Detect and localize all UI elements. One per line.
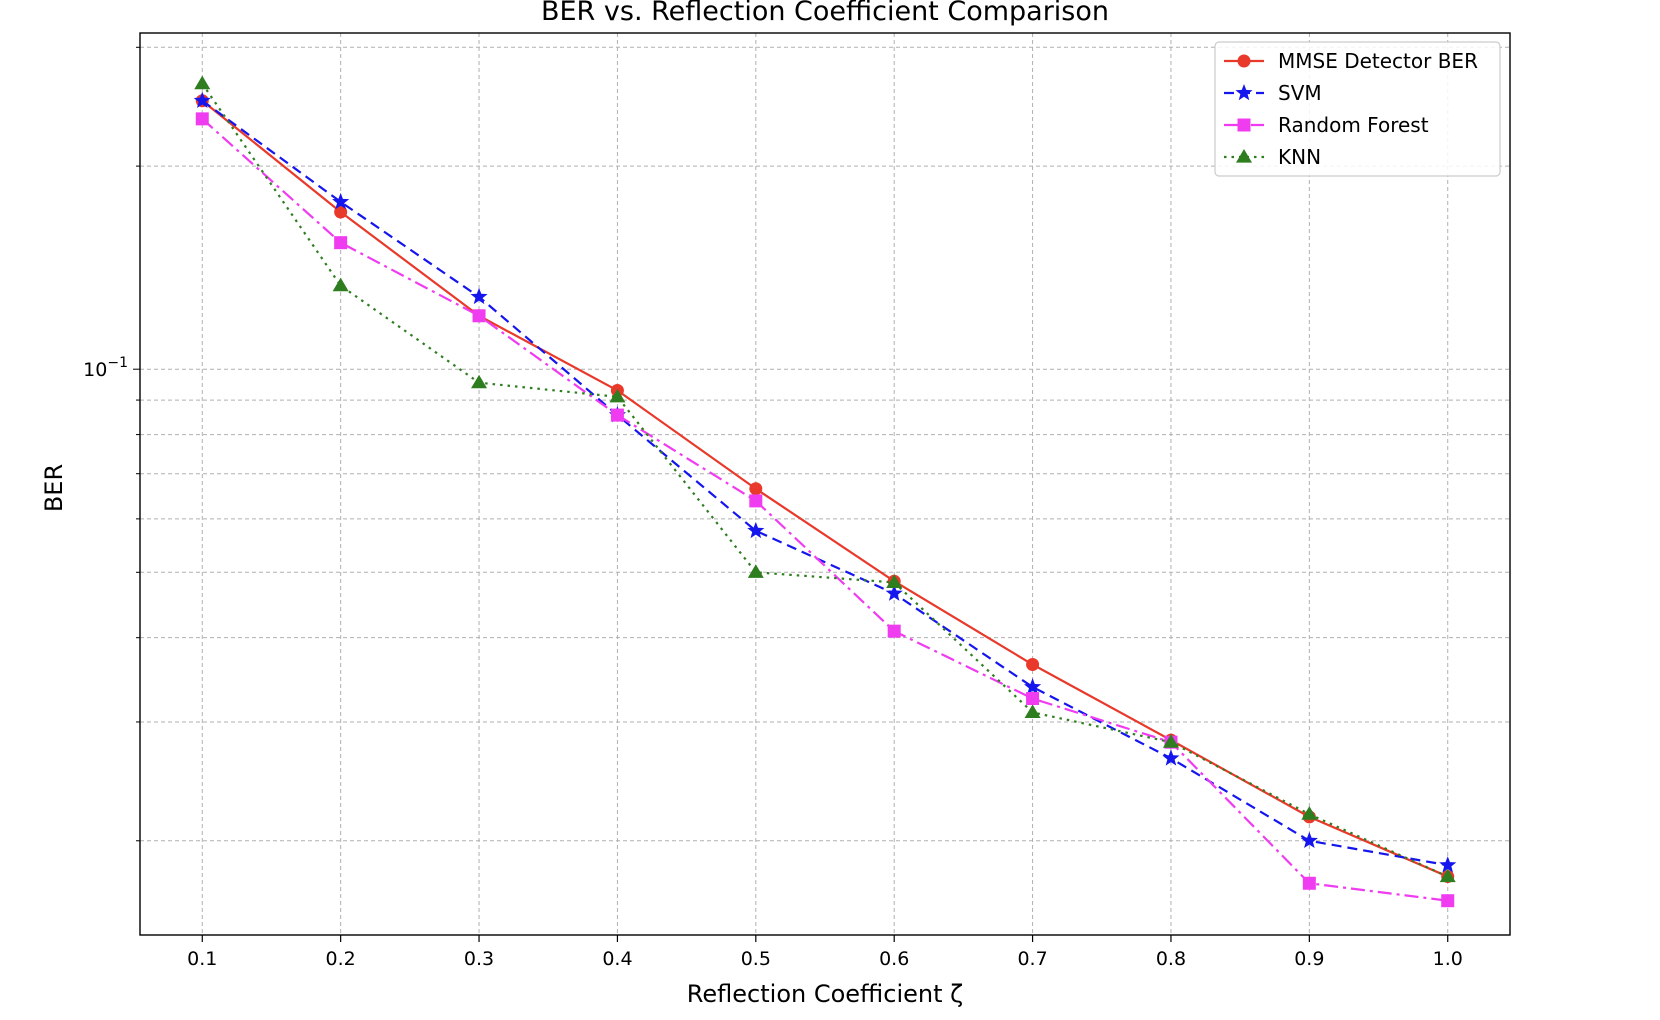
series-line-svm	[201, 99, 1448, 867]
data-point-knn	[1439, 868, 1456, 883]
series-random-forest	[195, 112, 1455, 908]
series-layer	[193, 75, 1457, 908]
x-tick-label: 0.7	[1017, 948, 1047, 970]
series-line-random-forest	[201, 118, 1448, 902]
data-point-svm	[747, 521, 765, 539]
data-point-random-forest	[1441, 894, 1455, 908]
series-svm	[193, 91, 1457, 873]
data-point-knn	[747, 564, 764, 578]
legend-marker-mmse-detector-ber	[1237, 54, 1251, 68]
data-point-random-forest	[334, 236, 348, 250]
x-tick-label: 0.5	[741, 948, 771, 970]
data-point-knn	[194, 75, 211, 90]
series-line-knn	[201, 83, 1449, 878]
legend-box	[1214, 41, 1501, 177]
x-tick-label: 0.4	[602, 948, 632, 970]
plot-area-frame	[139, 32, 1511, 936]
legend-marker-random-forest	[1237, 118, 1251, 132]
x-tick-label: 0.2	[326, 948, 356, 970]
data-point-random-forest	[1026, 692, 1040, 706]
legend-label-knn: KNN	[1278, 145, 1321, 169]
x-tick-label: 0.1	[187, 948, 217, 970]
legend-marker-svm	[1235, 84, 1253, 101]
data-point-random-forest	[195, 112, 209, 126]
x-tick-label: 0.9	[1294, 948, 1324, 970]
data-point-knn	[1024, 704, 1041, 718]
data-point-knn	[471, 374, 488, 389]
x-tick-label: 0.6	[879, 948, 909, 970]
data-point-knn	[886, 574, 903, 589]
series-mmse-detector-ber	[195, 94, 1455, 884]
axis-ticks: 0.1 0.2 0.3 0.4 0.5 0.6 0.7 0.8 0.9 1.0 10−1	[83, 46, 1463, 970]
x-axis-label: Reflection Coefficient ζ	[687, 980, 963, 1008]
data-point-random-forest	[472, 309, 486, 323]
data-point-svm	[332, 192, 350, 210]
data-point-mmse-detector-ber	[334, 205, 348, 219]
legend-label-mmse-detector-ber: MMSE Detector BER	[1278, 49, 1478, 73]
series-line-mmse-detector-ber	[201, 99, 1449, 878]
y-tick-label: 10−1	[83, 355, 128, 381]
data-point-svm	[885, 584, 903, 601]
chart-title: BER vs. Reflection Coefficient Compariso…	[541, 0, 1109, 27]
data-point-random-forest	[887, 624, 901, 638]
legend-item-knn: KNN	[1224, 145, 1321, 169]
data-point-knn	[332, 277, 349, 292]
data-point-svm	[1024, 678, 1042, 695]
series-knn	[194, 75, 1456, 883]
data-point-knn	[1162, 734, 1179, 748]
data-point-svm	[470, 287, 488, 305]
legend-item-svm: SVM	[1224, 81, 1322, 105]
data-point-mmse-detector-ber	[749, 482, 763, 496]
data-point-svm	[1162, 749, 1180, 766]
x-tick-label: 0.3	[464, 948, 494, 970]
data-point-random-forest	[610, 408, 624, 422]
data-point-random-forest	[749, 494, 763, 508]
legend-item-mmse-detector-ber: MMSE Detector BER	[1224, 49, 1478, 73]
data-point-random-forest	[1302, 876, 1316, 890]
data-point-svm	[1300, 831, 1318, 849]
legend-label-svm: SVM	[1278, 81, 1322, 105]
legend-marker-knn	[1236, 149, 1252, 163]
x-tick-label: 0.8	[1156, 948, 1186, 970]
data-point-knn	[609, 388, 626, 403]
data-point-svm	[193, 91, 211, 108]
legend: MMSE Detector BER SVM Random Forest KNN	[1214, 41, 1501, 177]
y-axis-label: BER	[40, 464, 68, 512]
data-point-mmse-detector-ber	[1026, 658, 1040, 672]
data-point-knn	[1301, 806, 1318, 820]
x-tick-label: 1.0	[1433, 948, 1463, 970]
legend-label-random-forest: Random Forest	[1278, 113, 1429, 137]
data-point-svm	[1439, 856, 1457, 873]
legend-item-random-forest: Random Forest	[1224, 113, 1429, 137]
